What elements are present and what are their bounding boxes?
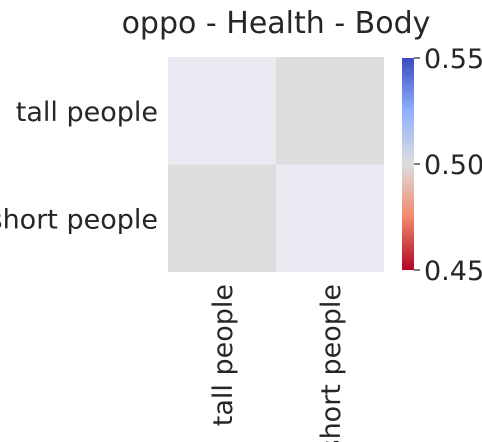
colorbar-ticks: 0.55 0.50 0.45 — [414, 44, 482, 287]
row-label: short people — [0, 204, 158, 235]
heatmap-cell — [168, 57, 276, 165]
colorbar-tick-label: 0.45 — [424, 256, 482, 287]
colorbar-tick-label: 0.55 — [424, 44, 482, 75]
colorbar-tick-label: 0.50 — [424, 150, 482, 181]
heatmap-cells — [168, 57, 384, 272]
row-labels: tall people short people — [0, 97, 158, 236]
column-label: short people — [316, 284, 347, 442]
heatmap-cell — [168, 164, 276, 272]
chart-title: oppo - Health - Body — [122, 6, 431, 41]
heatmap-cell — [276, 164, 384, 272]
column-label: tall people — [208, 284, 239, 426]
heatmap-cell — [276, 57, 384, 165]
colorbar — [402, 58, 414, 270]
column-labels: tall people short people — [208, 284, 347, 442]
row-label: tall people — [16, 97, 158, 128]
